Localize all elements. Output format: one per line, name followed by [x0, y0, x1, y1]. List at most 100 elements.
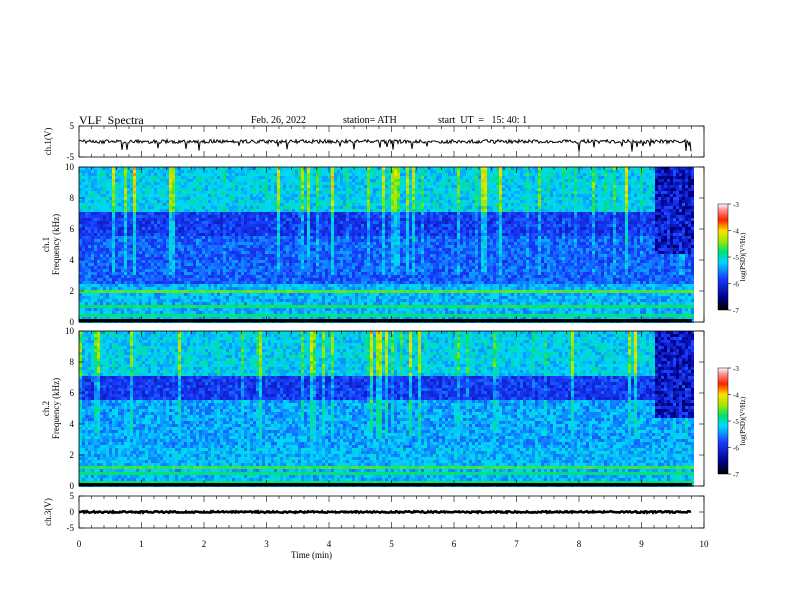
spectrogram-cell [346, 188, 349, 191]
spectrogram-cell [496, 197, 499, 200]
spectrogram-cell [346, 191, 349, 194]
spectrogram-cell [604, 182, 607, 185]
spectrogram-cell [298, 230, 301, 233]
spectrogram-cell [334, 230, 337, 233]
spectrogram-cell [445, 233, 448, 236]
spectrogram-cell [325, 191, 328, 194]
spectrogram-cell [448, 191, 451, 194]
spectrogram-cell [319, 221, 322, 224]
spectrogram-cell [304, 233, 307, 236]
spectrogram-cell [466, 170, 469, 173]
spectrogram-cell [382, 170, 385, 173]
spectrogram-cell [595, 212, 598, 215]
spectrogram-cell [508, 173, 511, 176]
spectrogram-cell [640, 188, 643, 191]
spectrogram-cell [349, 179, 352, 182]
spectrogram-cell [481, 209, 484, 212]
spectrogram-cell [493, 236, 496, 239]
spectrogram-cell [418, 167, 421, 170]
spectrogram-cell [469, 191, 472, 194]
spectrogram-cell [130, 209, 133, 212]
spectrogram-cell [118, 230, 121, 233]
spectrogram-cell [310, 167, 313, 170]
spectrogram-cell [394, 218, 397, 221]
spectrogram-cell [562, 182, 565, 185]
spectrogram-cell [208, 209, 211, 212]
spectrogram-cell [631, 197, 634, 200]
spectrogram-cell [505, 188, 508, 191]
spectrogram-cell [448, 215, 451, 218]
spectrogram-cell [466, 206, 469, 209]
spectrogram-cell [232, 167, 235, 170]
spectrogram-cell [253, 212, 256, 215]
spectrogram-cell [676, 176, 679, 179]
spectrogram-cell [109, 194, 112, 197]
spectrogram-cell [634, 194, 637, 197]
spectrogram-cell [373, 233, 376, 236]
spectrogram-cell [184, 179, 187, 182]
spectrogram-cell [244, 194, 247, 197]
spectrogram-cell [118, 212, 121, 215]
spectrogram-cell [388, 179, 391, 182]
spectrogram-cell [205, 236, 208, 239]
spectrogram-cell [598, 170, 601, 173]
spectrogram-cell [328, 218, 331, 221]
spectrogram-cell [481, 176, 484, 179]
spectrogram-cell [511, 194, 514, 197]
spectrogram-cell [679, 179, 682, 182]
spectrogram-cell [103, 167, 106, 170]
spectrogram-cell [628, 185, 631, 188]
spectrogram-cell [571, 230, 574, 233]
spectrogram-cell [232, 224, 235, 227]
spectrogram-cell [529, 200, 532, 203]
spectrogram-cell [283, 185, 286, 188]
spectrogram-cell [439, 176, 442, 179]
spectrogram-cell [418, 221, 421, 224]
spectrogram-cell [190, 236, 193, 239]
spectrogram-cell [640, 185, 643, 188]
spectrogram-cell [529, 212, 532, 215]
spectrogram-cell [424, 194, 427, 197]
spectrogram-cell [562, 188, 565, 191]
spectrogram-cell [256, 200, 259, 203]
spectrogram-cell [280, 182, 283, 185]
spectrogram-cell [274, 167, 277, 170]
spectrogram-cell [199, 221, 202, 224]
spectrogram-cell [643, 203, 646, 206]
spectrogram-cell [277, 167, 280, 170]
spectrogram-cell [244, 230, 247, 233]
spectrogram-cell [130, 182, 133, 185]
spectrogram-cell [514, 200, 517, 203]
spectrogram-cell [115, 215, 118, 218]
spectrogram-cell [322, 173, 325, 176]
spectrogram-cell [364, 209, 367, 212]
spectrogram-cell [274, 209, 277, 212]
spectrogram-cell [151, 215, 154, 218]
spectrogram-cell [361, 170, 364, 173]
spectrogram-cell [574, 230, 577, 233]
spectrogram-cell [577, 233, 580, 236]
spectrogram-cell [394, 185, 397, 188]
spectrogram-cell [217, 197, 220, 200]
spectrogram-cell [286, 191, 289, 194]
spectrogram-cell [304, 221, 307, 224]
spectrogram-cell [82, 191, 85, 194]
spectrogram-cell [604, 209, 607, 212]
spectrogram-cell [370, 203, 373, 206]
spectrogram-cell [490, 203, 493, 206]
spectrogram-cell [550, 218, 553, 221]
spectrogram-cell [316, 185, 319, 188]
spectrogram-cell [526, 227, 529, 230]
spectrogram-cell [130, 176, 133, 179]
spectrogram-cell [457, 203, 460, 206]
start-time-label: start UT = 15: 40: 1 [438, 115, 527, 126]
spectrogram-cell [85, 221, 88, 224]
spectrogram-cell [82, 212, 85, 215]
spectrogram-cell [541, 206, 544, 209]
spectrogram-cell [190, 233, 193, 236]
spectrogram-cell [139, 203, 142, 206]
spectrogram-cell [79, 227, 82, 230]
spectrogram-cell [292, 197, 295, 200]
spectrogram-cell [169, 191, 172, 194]
spectrogram-cell [565, 182, 568, 185]
